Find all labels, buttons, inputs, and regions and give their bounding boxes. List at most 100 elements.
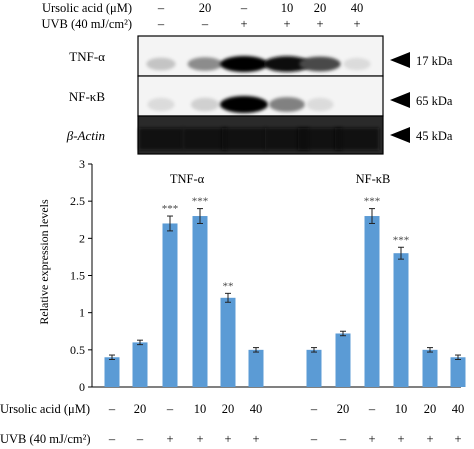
blot-row-label: TNF-α xyxy=(69,49,105,64)
band-size-label: 17 kDa xyxy=(416,54,453,68)
blot-band xyxy=(146,57,176,71)
condition-label-uvb: UVB (40 mJ/cm²) xyxy=(0,432,91,446)
condition-value: 40 xyxy=(452,402,465,416)
y-tick-label: 3 xyxy=(79,157,85,171)
condition-value: 20 xyxy=(134,402,147,416)
condition-value: + xyxy=(166,432,173,446)
y-tick-label: 0.5 xyxy=(70,343,85,357)
blot-header-value: 20 xyxy=(199,1,212,15)
band-arrow-icon xyxy=(390,127,410,143)
blot-header-value: + xyxy=(316,17,323,31)
y-tick-label: 2 xyxy=(79,231,85,245)
band-arrow-icon xyxy=(390,92,410,108)
blot-header-value: 20 xyxy=(314,1,327,15)
blot-band xyxy=(343,57,371,71)
condition-value: 20 xyxy=(424,402,437,416)
blot-row: β-Actin 45 kDa xyxy=(66,115,453,155)
blot-band xyxy=(183,128,227,150)
condition-value: + xyxy=(426,432,433,446)
bar xyxy=(248,349,264,387)
blot-row-label: NF-κB xyxy=(69,89,105,104)
bar xyxy=(162,223,178,387)
blot-band xyxy=(220,96,268,113)
bar xyxy=(335,333,351,387)
blot-header-values: – 20 – 10 20 40 – – + + + + xyxy=(157,1,363,31)
y-tick-label: 1.5 xyxy=(70,269,85,283)
band-size-label: 65 kDa xyxy=(416,94,453,108)
blot-row: TNF-α 17 kDa xyxy=(69,35,453,77)
blot-header: Ursolic acid (μM) UVB (40 mJ/cm²) – 20 – 10… xyxy=(41,1,363,31)
condition-value: + xyxy=(397,432,404,446)
blot-band xyxy=(187,57,223,71)
blot-panels: TNF-α 17 kDa NF-κB 65 kDa β-Actin 45 kDa xyxy=(66,35,453,155)
significance-stars: *** xyxy=(162,203,179,215)
condition-value: + xyxy=(196,432,203,446)
condition-value: 10 xyxy=(395,402,408,416)
condition-value: – xyxy=(339,432,347,446)
condition-value: + xyxy=(454,432,461,446)
bar xyxy=(192,216,208,387)
condition-value: – xyxy=(310,402,318,416)
blot-header-value: + xyxy=(353,17,360,31)
blot-header-label-ursolic: Ursolic acid (μM) xyxy=(42,1,132,15)
significance-stars: *** xyxy=(364,196,381,208)
blot-header-value: – xyxy=(157,1,165,15)
band-size-label: 45 kDa xyxy=(416,129,453,143)
condition-value: 20 xyxy=(337,402,350,416)
bar xyxy=(104,357,120,387)
condition-value: 40 xyxy=(250,402,263,416)
blot-band xyxy=(299,56,341,72)
band-arrow-icon xyxy=(390,52,410,68)
bars: ************** xyxy=(104,196,466,387)
bar xyxy=(306,349,322,387)
bar xyxy=(450,357,466,387)
blot-header-value: – xyxy=(157,17,165,31)
blot-header-value: + xyxy=(283,17,290,31)
condition-value: + xyxy=(252,432,259,446)
y-tick-label: 2.5 xyxy=(70,194,85,208)
blot-band xyxy=(306,97,334,112)
y-axis-label: Relative expression levels xyxy=(37,199,51,325)
significance-stars: *** xyxy=(393,234,410,246)
condition-rows: Ursolic acid (μM) UVB (40 mJ/cm²) – 20 – 10… xyxy=(0,402,464,446)
condition-value: – xyxy=(310,432,318,446)
condition-value: 10 xyxy=(194,402,207,416)
bar-chart: Relative expression levels 0 0.5 1 1.5 2 2.5 3… xyxy=(37,157,466,394)
condition-value: – xyxy=(136,432,144,446)
significance-stars: *** xyxy=(192,196,209,208)
y-tick-label: 0 xyxy=(79,380,85,394)
condition-value: + xyxy=(368,432,375,446)
bar xyxy=(422,349,438,387)
bar xyxy=(364,216,380,387)
blot-band xyxy=(269,97,305,112)
blot-header-label-uvb: UVB (40 mJ/cm²) xyxy=(41,17,132,31)
blot-band xyxy=(147,97,175,112)
blot-band xyxy=(298,128,342,150)
condition-value: + xyxy=(224,432,231,446)
blot-band xyxy=(335,128,379,150)
condition-value: – xyxy=(108,402,116,416)
condition-value: – xyxy=(166,402,174,416)
blot-band xyxy=(220,56,268,72)
blot-row: NF-κB 65 kDa xyxy=(69,75,453,117)
bar xyxy=(132,342,148,387)
condition-label-ursolic: Ursolic acid (μM) xyxy=(0,402,90,416)
blot-row-label: β-Actin xyxy=(66,128,105,143)
blot-band xyxy=(190,97,220,112)
y-tick-label: 1 xyxy=(79,306,85,320)
blot-header-value: 10 xyxy=(281,1,294,15)
blot-header-value: – xyxy=(240,1,248,15)
blot-band xyxy=(139,128,183,150)
significance-stars: ** xyxy=(223,280,234,292)
condition-value: – xyxy=(108,432,116,446)
blot-band xyxy=(222,128,266,150)
bar xyxy=(393,253,409,387)
condition-value: – xyxy=(368,402,376,416)
group-title-tnf: TNF-α xyxy=(170,172,205,186)
blot-panel xyxy=(137,35,384,77)
condition-values: – 20 – 10 20 40 – 20 – 10 20 40 – – + + + + – – + + + + xyxy=(108,402,464,446)
group-title-nfkb: NF-κB xyxy=(356,172,391,186)
blot-band xyxy=(263,56,311,72)
bar xyxy=(220,297,236,387)
